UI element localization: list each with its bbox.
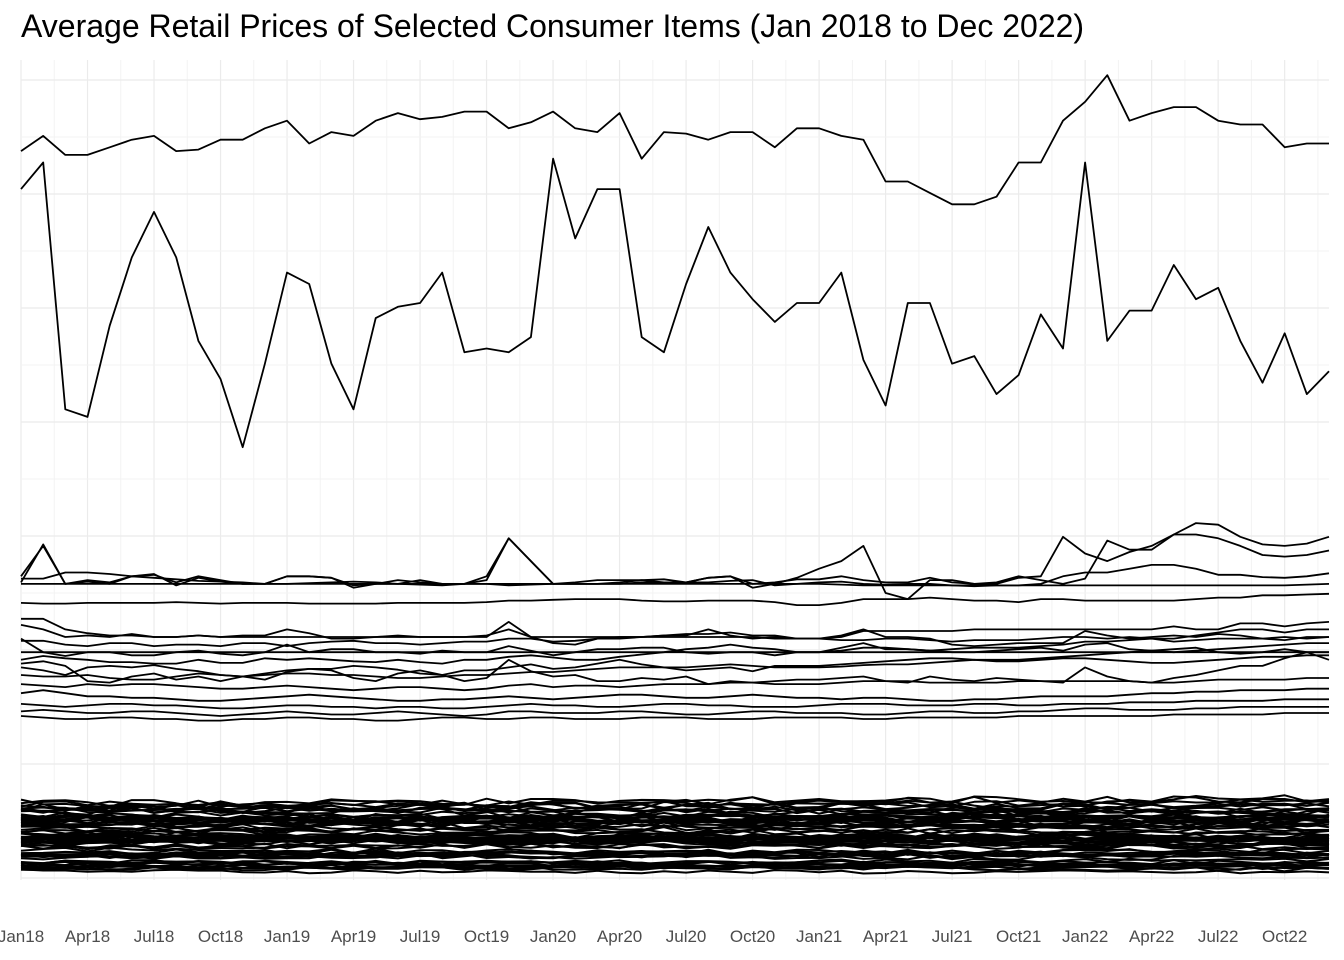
x-tick-label: Apr21	[863, 927, 908, 946]
series-line-low-price	[20, 837, 1330, 846]
series-line-1	[20, 74, 1329, 206]
series-line-7	[20, 592, 1330, 606]
series-line-low-price	[20, 826, 1330, 837]
series-line-low-price	[20, 838, 1330, 848]
series-line-4	[21, 564, 1330, 588]
series-line-low-price	[20, 842, 1330, 851]
series-line-10	[21, 628, 1329, 647]
series-line-low-price	[20, 852, 1330, 860]
series-line-low-price	[20, 865, 1330, 872]
grid-layer	[20, 60, 1329, 880]
series-line-20	[20, 706, 1329, 717]
x-tick-labels: Jan18 Apr18 Jul18 Oct18 Jan19 Apr19 Jul19 Oct19…	[0, 927, 1307, 946]
series-line-5	[20, 522, 1330, 600]
x-tick-label: Jul20	[666, 927, 707, 946]
x-tick-label: Jan20	[530, 927, 576, 946]
x-tick-label: Oct19	[464, 927, 509, 946]
series-line-2	[20, 157, 1330, 449]
x-tick-label: Jan22	[1062, 927, 1108, 946]
x-tick-label: Jul18	[134, 927, 175, 946]
chart-title: Average Retail Prices of Selected Consum…	[21, 8, 1085, 44]
series-line-18	[20, 687, 1329, 702]
series-line-16	[20, 651, 1330, 685]
x-tick-label: Jul22	[1198, 927, 1239, 946]
x-tick-label: Jul21	[932, 927, 973, 946]
series-line-17	[20, 677, 1329, 692]
x-tick-label: Oct20	[730, 927, 775, 946]
dense-low-price-band	[20, 794, 1330, 875]
series-line-low-price	[20, 806, 1330, 818]
series-line-15	[20, 654, 1329, 681]
series-line-3	[20, 533, 1330, 587]
x-tick-label: Apr22	[1129, 927, 1174, 946]
series-line-12	[20, 637, 1329, 657]
x-tick-label: Jul19	[400, 927, 441, 946]
series-layer	[20, 74, 1330, 722]
x-tick-label: Apr20	[597, 927, 642, 946]
x-tick-label: Jan19	[264, 927, 310, 946]
series-line-low-price	[20, 821, 1330, 834]
series-line-14	[20, 642, 1329, 678]
x-tick-label: Oct22	[1262, 927, 1307, 946]
series-line-8	[21, 617, 1330, 640]
series-line-19	[20, 698, 1329, 710]
series-line-low-price	[20, 857, 1330, 867]
series-line-low-price	[20, 820, 1330, 831]
series-line-low-price	[20, 862, 1330, 870]
x-tick-label: Oct21	[996, 927, 1041, 946]
series-line-13	[20, 636, 1330, 665]
series-line-low-price	[20, 815, 1330, 826]
series-line-low-price	[20, 794, 1330, 808]
series-line-low-price	[20, 846, 1330, 857]
x-tick-label: Apr19	[331, 927, 376, 946]
series-line-21	[20, 712, 1329, 722]
x-tick-label: Oct18	[198, 927, 243, 946]
series-line-low-price	[20, 798, 1330, 812]
series-line-6	[21, 583, 1330, 587]
series-line-low-price	[20, 868, 1330, 875]
x-tick-label: Jan18	[0, 927, 44, 946]
x-tick-label: Jan21	[796, 927, 842, 946]
x-tick-label: Apr18	[65, 927, 110, 946]
